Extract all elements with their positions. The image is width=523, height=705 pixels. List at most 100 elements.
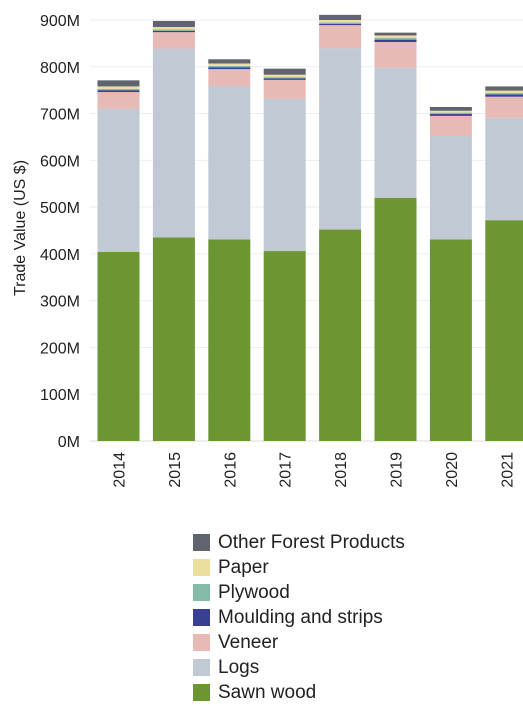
bar-segment — [319, 230, 361, 441]
bar-segment — [430, 136, 472, 239]
legend-swatch — [193, 659, 210, 676]
bar-segment — [485, 97, 523, 118]
bar-segment — [264, 77, 306, 78]
bar-segment — [319, 22, 361, 23]
bar-segment — [264, 80, 306, 99]
bar-segment — [430, 113, 472, 114]
y-tick-label: 0M — [58, 434, 80, 451]
legend-item: Paper — [193, 555, 405, 580]
legend-swatch — [193, 634, 210, 651]
legend-item: Moulding and strips — [193, 605, 405, 630]
bar-segment — [153, 21, 195, 27]
bar-segment — [98, 109, 140, 252]
bar-segment — [485, 118, 523, 220]
y-tick-label: 900M — [40, 13, 80, 30]
legend-item: Logs — [193, 655, 405, 680]
y-tick-label: 600M — [40, 153, 80, 170]
bar-segment — [319, 15, 361, 20]
legend-item: Veneer — [193, 630, 405, 655]
bar-segment — [375, 38, 417, 40]
y-tick-label: 400M — [40, 247, 80, 264]
legend-label: Veneer — [218, 630, 278, 655]
bar-segment — [485, 94, 523, 96]
legend-label: Sawn wood — [218, 680, 316, 705]
bar-segment — [485, 93, 523, 94]
bar-segment — [430, 111, 472, 113]
y-tick-label: 200M — [40, 340, 80, 357]
bar-segment — [264, 251, 306, 441]
x-axis-ticks: 2014 2015 2016 2017 2018 2019 2020 2021 — [112, 452, 517, 488]
x-tick-label: 2019 — [389, 452, 406, 488]
legend-label: Moulding and strips — [218, 605, 383, 630]
y-tick-label: 800M — [40, 60, 80, 77]
bar-segment — [153, 238, 195, 441]
bar-segment — [153, 27, 195, 29]
legend-item: Plywood — [193, 580, 405, 605]
bar-segment — [208, 64, 250, 66]
bar-segment — [153, 49, 195, 238]
x-tick-label: 2017 — [278, 452, 295, 488]
bar-segment — [485, 86, 523, 90]
y-axis-label: Trade Value (US $) — [12, 160, 29, 296]
bar-segment — [208, 59, 250, 63]
bar-segment — [98, 86, 140, 88]
bar-segment — [319, 24, 361, 25]
bar-segment — [375, 198, 417, 441]
bar-segment — [264, 78, 306, 79]
bar-segment — [430, 116, 472, 136]
legend-swatch — [193, 584, 210, 601]
bar-segment — [208, 69, 250, 86]
bar-segment — [153, 29, 195, 30]
legend-swatch — [193, 559, 210, 576]
bar-segment — [430, 114, 472, 116]
bar-segment — [264, 69, 306, 75]
bar-segment — [485, 220, 523, 441]
y-axis-ticks: 0M 100M 200M 300M 400M 500M 600M 700M 800M 900M — [40, 13, 80, 451]
legend-swatch — [193, 609, 210, 626]
bar-segment — [98, 252, 140, 441]
bar-segment — [208, 239, 250, 441]
bar-segment — [430, 239, 472, 441]
bar-segment — [319, 48, 361, 229]
bar-segment — [485, 91, 523, 93]
bar-segment — [430, 107, 472, 111]
x-tick-label: 2014 — [112, 452, 129, 488]
bar-segment — [98, 90, 140, 92]
bar-segment — [208, 86, 250, 239]
bar-segment — [98, 80, 140, 86]
x-tick-label: 2016 — [222, 452, 239, 488]
bar-segment — [375, 40, 417, 42]
legend-label: Other Forest Products — [218, 530, 405, 555]
legend-item: Sawn wood — [193, 680, 405, 705]
bar-segment — [375, 33, 417, 36]
legend-label: Plywood — [218, 580, 290, 605]
x-tick-label: 2015 — [167, 452, 184, 488]
stacked-bar-chart: 0M 100M 200M 300M 400M 500M 600M 700M 800M 900M 2… — [0, 0, 523, 520]
bar-segment — [264, 99, 306, 251]
y-tick-label: 300M — [40, 294, 80, 311]
bar-segment — [98, 92, 140, 109]
bar-segment — [375, 35, 417, 37]
bar-segment — [264, 75, 306, 77]
legend-label: Paper — [218, 555, 269, 580]
bar-segment — [208, 66, 250, 67]
bar-segment — [319, 20, 361, 22]
bar-segment — [375, 68, 417, 198]
bar-segment — [375, 42, 417, 68]
legend-label: Logs — [218, 655, 259, 680]
x-tick-label: 2020 — [444, 452, 461, 488]
bar-segment — [98, 89, 140, 90]
bar-segment — [208, 67, 250, 69]
bar-segment — [153, 31, 195, 32]
bars — [98, 15, 523, 441]
legend-swatch — [193, 684, 210, 701]
y-tick-label: 700M — [40, 107, 80, 124]
y-tick-label: 500M — [40, 200, 80, 217]
bar-segment — [319, 25, 361, 48]
legend-swatch — [193, 534, 210, 551]
x-tick-label: 2021 — [499, 452, 516, 488]
y-tick-label: 100M — [40, 387, 80, 404]
x-tick-label: 2018 — [333, 452, 350, 488]
bar-segment — [153, 32, 195, 48]
